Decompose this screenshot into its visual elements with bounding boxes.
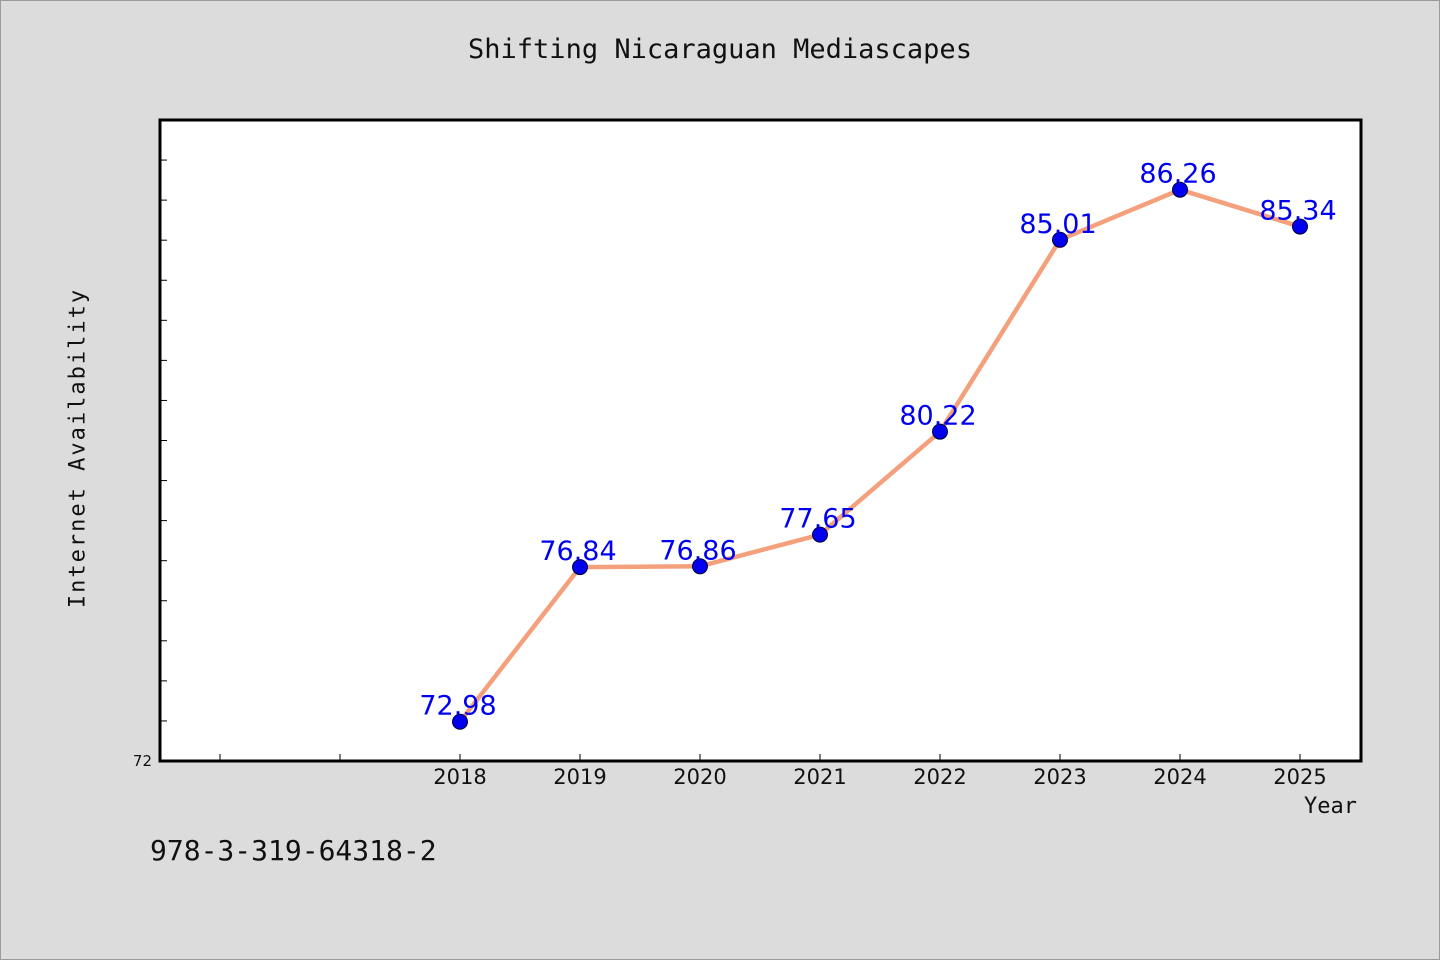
plot-area xyxy=(158,118,1363,763)
x-tick-label: 2018 xyxy=(433,765,486,789)
data-point xyxy=(932,423,948,440)
data-point xyxy=(1292,218,1308,235)
data-label: 85.34 xyxy=(1259,196,1336,227)
x-tick-label: 2020 xyxy=(673,765,726,789)
data-point xyxy=(812,526,828,543)
y-tick-label: 72 xyxy=(133,752,152,770)
x-axis-label: Year xyxy=(1304,794,1357,819)
data-label: 85.01 xyxy=(1019,209,1096,240)
data-label: 76.84 xyxy=(539,536,616,567)
footer-identifier: 978-3-319-64318-2 xyxy=(150,834,437,867)
data-label: 77.65 xyxy=(779,504,856,535)
x-tick-label: 2024 xyxy=(1153,765,1206,789)
x-tick-label: 2021 xyxy=(793,765,846,789)
data-label: 76.86 xyxy=(659,535,736,566)
data-point xyxy=(572,559,588,576)
x-tick-label: 2019 xyxy=(553,765,606,789)
data-point xyxy=(692,558,708,575)
x-tick-label: 2022 xyxy=(913,765,966,789)
data-label: 80.22 xyxy=(899,401,976,432)
data-point xyxy=(1172,181,1188,198)
series-visitors: 72.98 76.84 76.86 77.65 80.22 85.01 86.26 85.34 xyxy=(419,159,1337,730)
data-point xyxy=(1052,231,1068,248)
data-label: 72.98 xyxy=(419,691,496,722)
data-label: 86.26 xyxy=(1139,159,1216,190)
axes: 72 2018 2019 2020 2021 2022 2023 2024 2025 xyxy=(133,159,1327,789)
x-tick-label: 2025 xyxy=(1273,765,1326,789)
series-line xyxy=(457,187,1303,724)
data-point xyxy=(452,713,468,730)
chart-title: Shifting Nicaraguan Mediascapes xyxy=(468,34,972,65)
x-tick-label: 2023 xyxy=(1033,765,1086,789)
